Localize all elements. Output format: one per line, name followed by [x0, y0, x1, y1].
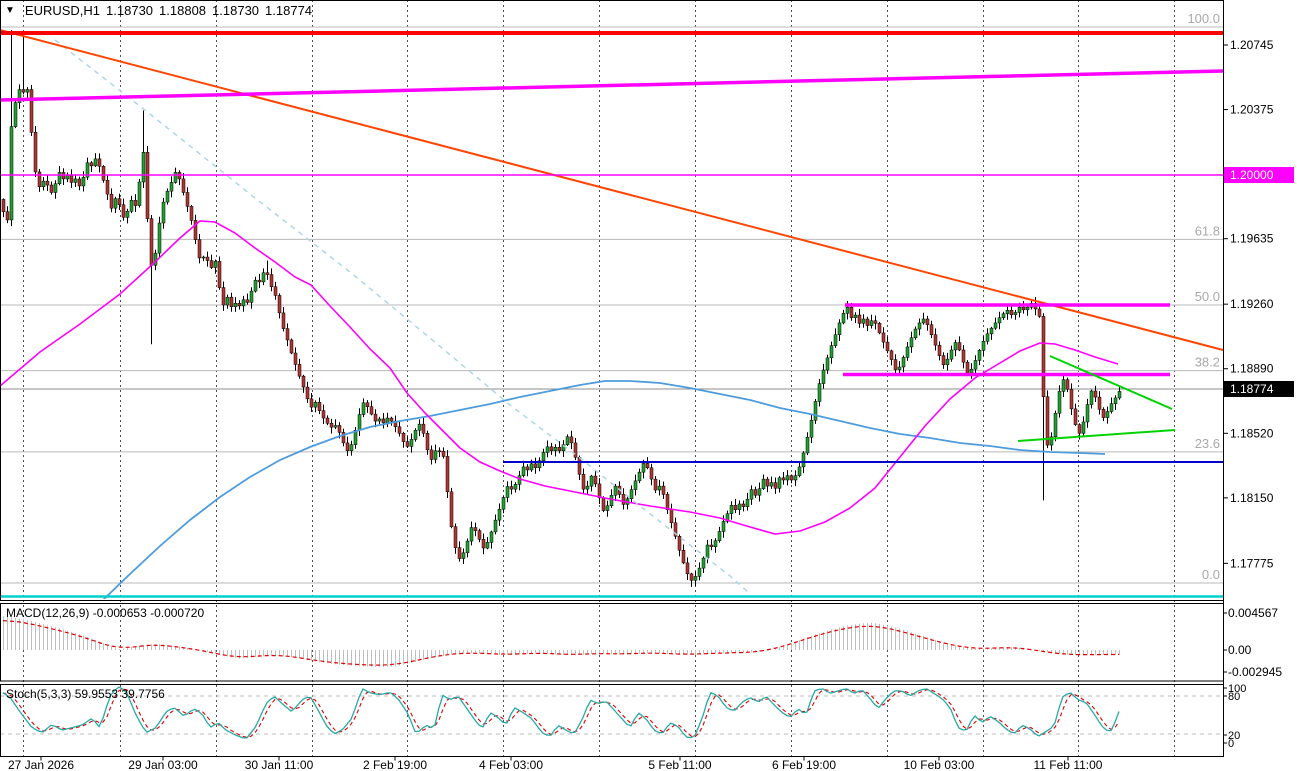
- macd-panel: [2, 616, 1120, 668]
- price-axis-label: 1.20745: [1230, 38, 1274, 52]
- symbol-dropdown-icon[interactable]: ▼: [5, 5, 15, 16]
- macd-axis-label: 0.004567: [1228, 606, 1278, 620]
- quote-low: 1.18730: [212, 3, 260, 18]
- price-level-badge-12000-text: 1.20000: [1230, 168, 1274, 182]
- green-wedge-upper-line[interactable]: [1049, 355, 1173, 410]
- time-axis-label: 10 Feb 03:00: [904, 758, 975, 771]
- macd-axis-label: 0.00: [1228, 643, 1252, 657]
- macd-axis-label: -0.002945: [1228, 665, 1282, 679]
- time-axis-label: 27 Jan 2026: [8, 758, 74, 771]
- fib-level-label: 23.6: [1195, 436, 1220, 451]
- ma-fast-magenta-line: [1, 220, 1119, 535]
- time-axis-label: 6 Feb 19:00: [772, 758, 836, 771]
- price-axis-label: 1.17775: [1230, 556, 1274, 570]
- stoch-panel: [1, 686, 1222, 739]
- quote-close: 1.18774: [265, 3, 313, 18]
- price-axis-label: 1.18890: [1230, 362, 1274, 376]
- price-axis-label: 1.19635: [1230, 232, 1274, 246]
- stoch-axis-label: 100: [1228, 683, 1246, 695]
- magenta-upper-trendline[interactable]: [0, 69, 1224, 102]
- price-axis-label: 1.18150: [1230, 491, 1274, 505]
- pale-dashed-trendline[interactable]: [54, 39, 749, 593]
- stoch-axis-label: 0: [1228, 738, 1234, 750]
- time-axis-label: 2 Feb 19:00: [363, 758, 427, 771]
- time-axis[interactable]: 27 Jan 2026 29 Jan 03:00 30 Jan 11:00 2 Feb…: [8, 756, 1103, 771]
- stoch-indicator-label: Stoch(5,3,3) 59.9553 39.7756: [6, 687, 165, 701]
- price-level-badge-12000: [1224, 167, 1294, 184]
- time-axis-label: 30 Jan 11:00: [245, 758, 314, 771]
- quote-open: 1.18730: [106, 3, 154, 18]
- period-separator-grid: [23, 0, 1175, 757]
- fib-level-label: 50.0: [1195, 289, 1220, 304]
- fib-level-label: 61.8: [1195, 223, 1220, 238]
- symbol-name: EURUSD,H1: [24, 3, 101, 18]
- macd-indicator-label: MACD(12,26,9) -0.000653 -0.000720: [6, 606, 205, 620]
- current-price-badge: [1224, 380, 1294, 397]
- green-wedge-lower-line[interactable]: [1017, 429, 1176, 442]
- time-axis-label: 5 Feb 11:00: [648, 758, 711, 771]
- time-axis-label: 11 Feb 11:00: [1034, 758, 1103, 771]
- stoch-k-line: [2, 686, 1120, 739]
- candlestick-series: [1, 30, 1122, 587]
- fib-level-label: 38.2: [1195, 355, 1220, 370]
- price-axis-label: 1.20375: [1230, 103, 1274, 117]
- time-axis-label: 4 Feb 03:00: [479, 758, 543, 771]
- price-axis-label: 1.18520: [1230, 426, 1274, 440]
- fib-level-label: 100.0: [1187, 11, 1220, 26]
- current-price-badge-text: 1.18774: [1230, 382, 1274, 396]
- fib-level-label: 0.0: [1202, 567, 1220, 582]
- price-axis-label: 1.19260: [1230, 297, 1274, 311]
- time-axis-label: 29 Jan 03:00: [128, 758, 198, 771]
- descending-orange-trendline[interactable]: [0, 29, 1224, 351]
- macd-signal-line: [2, 620, 1120, 666]
- stoch-axis-label: 80: [1228, 691, 1240, 703]
- quote-high: 1.18808: [159, 3, 207, 18]
- symbol-header: ▼ EURUSD,H1 1.18730 1.18808 1.18730 1.18…: [5, 3, 312, 18]
- fibonacci-retracement[interactable]: 100.0 61.8 50.0 38.2 23.6 0.0: [0, 11, 1223, 584]
- stoch-axis-label: 20: [1228, 730, 1240, 742]
- stoch-d-line: [2, 688, 1120, 738]
- pane-borders: [0, 0, 1224, 757]
- price-axis[interactable]: 1.20745 1.20375 1.19635 1.19260 1.18890 1.185…: [1223, 38, 1294, 570]
- ma-slow-blue-line: [102, 380, 1106, 599]
